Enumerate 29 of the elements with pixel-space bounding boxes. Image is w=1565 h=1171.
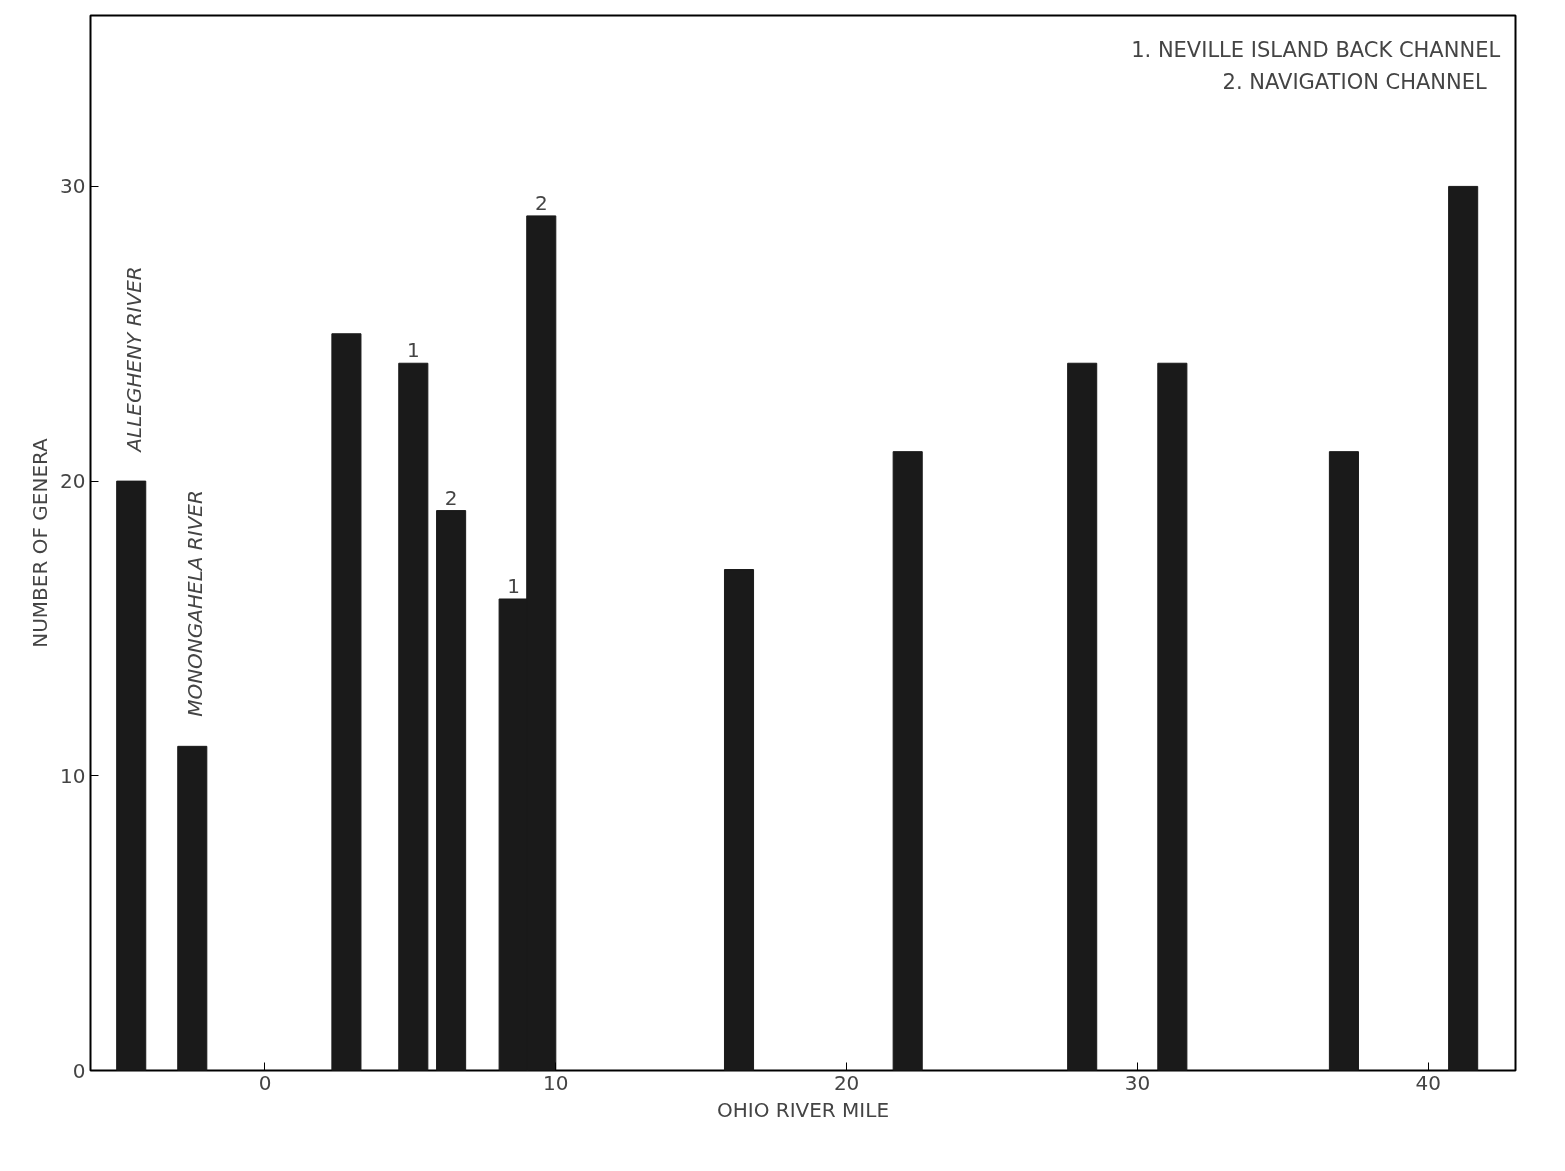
annotation: 1. NEVILLE ISLAND BACK CHANNEL — [1131, 37, 1501, 62]
annotation: 2. NAVIGATION CHANNEL — [1222, 69, 1488, 94]
x-tick-label: 40 — [1415, 1070, 1441, 1095]
x-axis-title: OHIO RIVER MILE — [716, 1097, 890, 1122]
bar — [1448, 185, 1479, 1071]
annotation: MONONGAHELA RIVER — [183, 490, 208, 717]
bar — [177, 745, 208, 1071]
x-tick-label: 0 — [258, 1070, 272, 1095]
bar — [723, 569, 755, 1071]
annotation: ALLEGHENY RIVER — [122, 266, 147, 454]
x-tick-label: 20 — [833, 1070, 860, 1095]
y-tick-label: 10 — [60, 763, 86, 788]
x-tick-label: 30 — [1124, 1070, 1151, 1095]
bar — [331, 333, 362, 1071]
y-axis-title: NUMBER OF GENERA — [28, 437, 53, 648]
bar — [1328, 451, 1359, 1071]
bar — [1157, 362, 1188, 1071]
bar — [116, 480, 147, 1071]
annotation: 2 — [444, 485, 458, 510]
bar — [436, 510, 467, 1071]
bar — [892, 451, 923, 1071]
annotation: 2 — [534, 191, 548, 215]
y-tick-label: 30 — [60, 174, 86, 199]
annotation: 1 — [406, 338, 420, 363]
x-tick-label: 10 — [543, 1070, 569, 1095]
bar — [1067, 362, 1098, 1071]
bar — [398, 362, 429, 1071]
annotation: 1 — [507, 574, 521, 599]
y-tick-label: 20 — [60, 469, 86, 494]
